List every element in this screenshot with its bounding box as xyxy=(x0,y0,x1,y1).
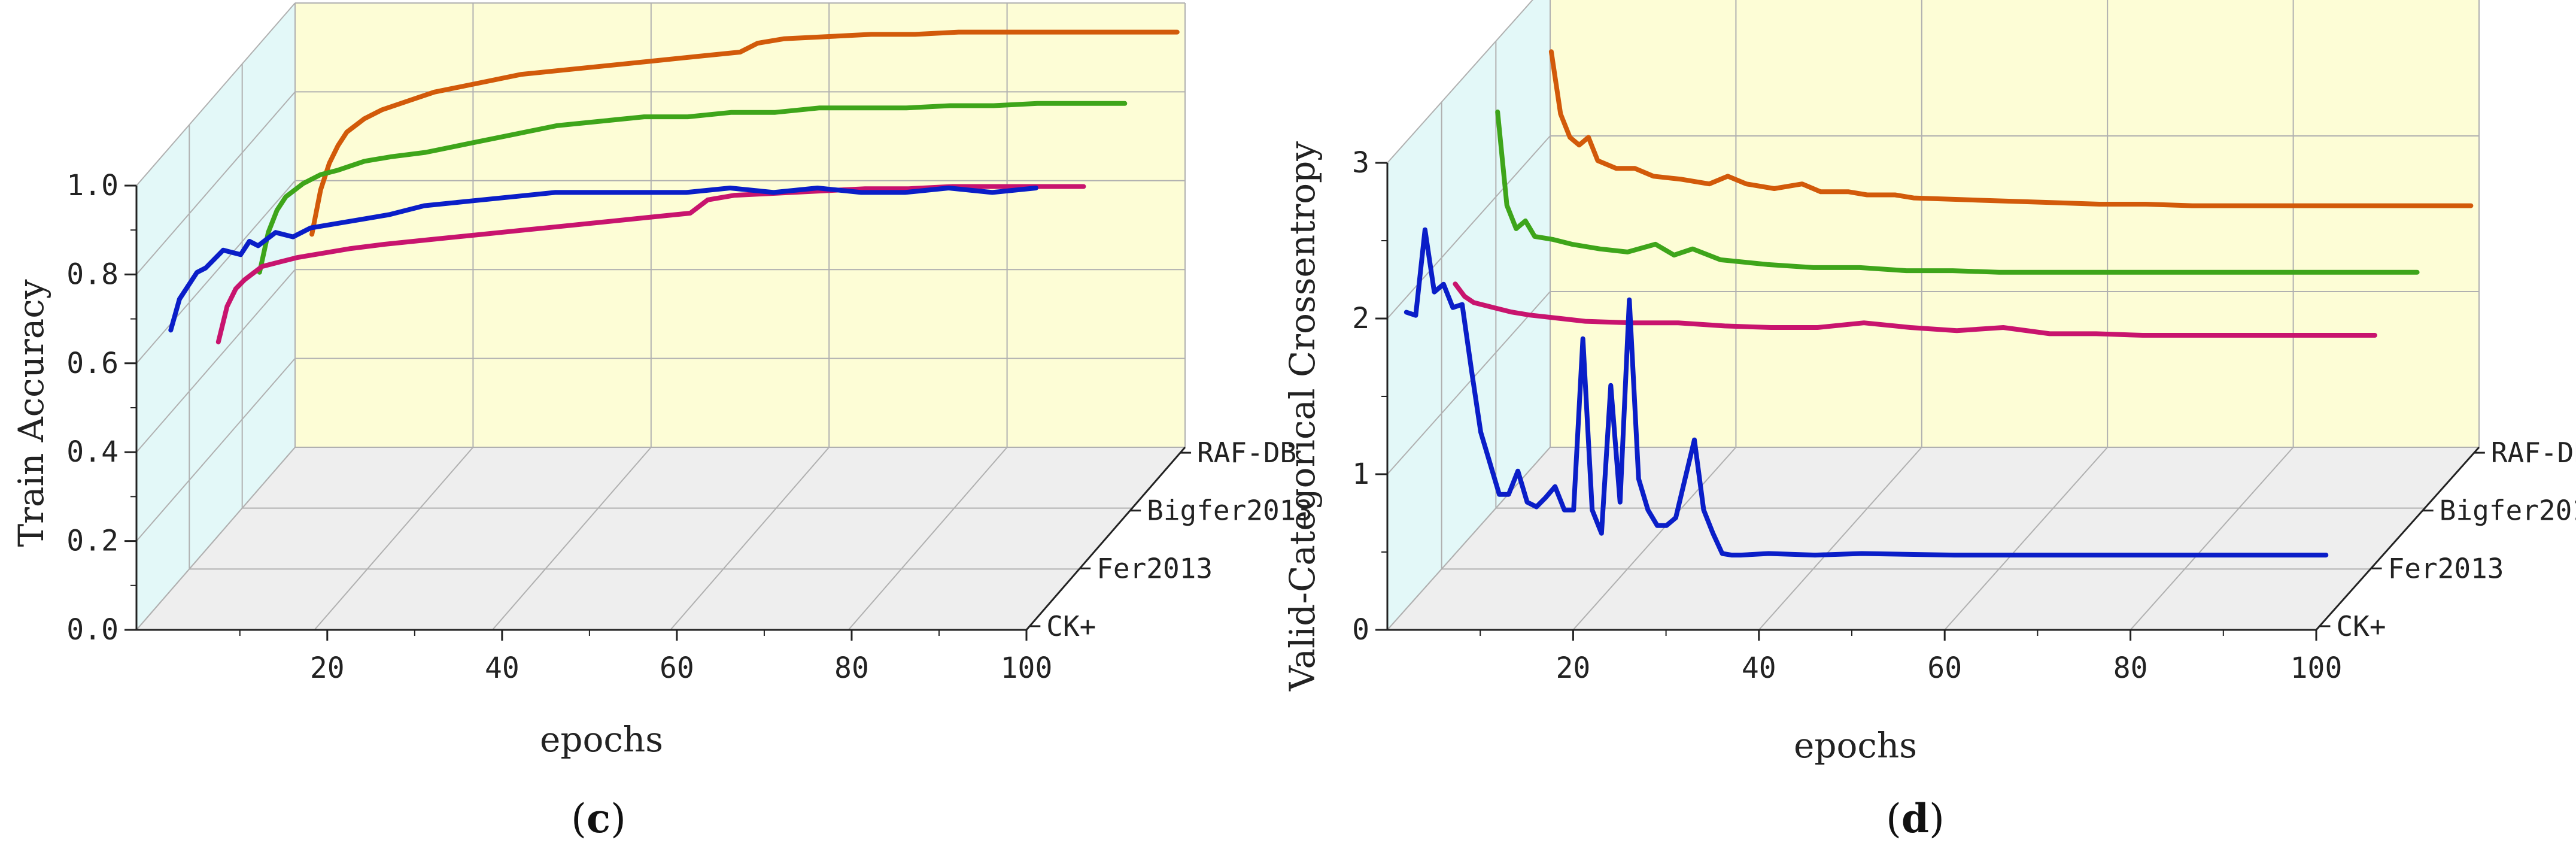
gridline-wall-y xyxy=(1387,0,1533,163)
gridline-wall-y xyxy=(136,2,296,186)
panel-label-close: ) xyxy=(1929,796,1945,842)
floor-plane xyxy=(1387,447,2479,630)
series-line-bigfer2013 xyxy=(1495,109,2420,275)
y-axis-title: Train Accuracy xyxy=(11,279,51,547)
y-axis-title: Valid-Categorical Crossentropy xyxy=(1282,141,1323,692)
x-axis-title: epochs xyxy=(540,719,663,760)
series-line-ck- xyxy=(168,186,1038,333)
y-tick-label: 0.2 xyxy=(66,524,119,558)
y-tick-label: 0.4 xyxy=(66,435,119,469)
panel-label: (d) xyxy=(1886,795,1945,842)
x-tick-label: 20 xyxy=(310,651,345,685)
left-wall xyxy=(1387,0,1550,630)
y-tick-label: 0.8 xyxy=(66,257,119,291)
depth-label-ck-: CK+ xyxy=(2336,610,2386,642)
gridline-wall-y xyxy=(136,269,296,453)
depth-label-bigfer2013: Bigfer2013 xyxy=(2440,495,2576,527)
panel-label-open: ( xyxy=(1886,796,1901,842)
panel-label-letter: c xyxy=(587,795,610,842)
left-wall xyxy=(136,3,295,630)
x-axis-title: epochs xyxy=(1794,725,1917,766)
gridline-floor-x xyxy=(1944,447,2108,630)
gridline-floor-x xyxy=(1758,447,1922,630)
depth-axis-line xyxy=(1025,447,1186,630)
x-tick-label: 100 xyxy=(2291,651,2343,685)
series-line-ck- xyxy=(1404,227,2329,558)
depth-label-raf-db: RAF-DB xyxy=(1197,436,1296,469)
depth-label-ck-: CK+ xyxy=(1046,610,1096,642)
y-tick-label: 0.0 xyxy=(66,613,119,647)
gridline-wall-y xyxy=(136,357,296,542)
depth-axis-line xyxy=(2315,447,2480,630)
series-line-fer2013 xyxy=(1453,281,2377,338)
x-tick-label: 80 xyxy=(2113,651,2148,685)
x-tick-label: 20 xyxy=(1556,651,1591,685)
gridline-wall-y xyxy=(1387,447,1551,630)
series-line-fer2013 xyxy=(215,184,1086,345)
panel-label-letter: d xyxy=(1901,795,1929,842)
y-tick-label: 0.6 xyxy=(66,347,119,380)
y-tick-label: 0 xyxy=(1352,613,1369,647)
y-tick-label: 1 xyxy=(1352,457,1369,491)
depth-label-fer2013: Fer2013 xyxy=(2388,552,2504,584)
gridline-floor-x xyxy=(2130,447,2294,630)
gridline-floor-x xyxy=(492,447,652,630)
series-line-bigfer2013 xyxy=(257,101,1128,275)
panel-label: (c) xyxy=(571,795,626,842)
y-tick-label: 1.0 xyxy=(66,169,119,202)
x-tick-label: 100 xyxy=(1001,651,1053,685)
depth-label-fer2013: Fer2013 xyxy=(1096,552,1213,584)
y-tick-label: 2 xyxy=(1352,302,1369,335)
gridline-floor-x xyxy=(670,447,830,630)
series-line-raf-db xyxy=(1548,49,2474,208)
gridline-wall-y xyxy=(136,180,296,364)
series-line-raf-db xyxy=(309,29,1180,237)
gridline-floor-x xyxy=(314,447,474,630)
floor-plane xyxy=(136,447,1185,630)
x-tick-label: 40 xyxy=(1742,651,1776,685)
depth-label-raf-db: RAF-DB xyxy=(2491,436,2576,469)
gridline-floor-x xyxy=(1572,447,1737,630)
back-wall xyxy=(295,3,1185,447)
y-tick-label: 3 xyxy=(1352,146,1369,180)
back-wall xyxy=(1550,0,2479,447)
gridline-wall-y xyxy=(1387,291,1551,475)
gridline-wall-y xyxy=(1387,135,1551,319)
depth-label-bigfer2013: Bigfer2013 xyxy=(1147,495,1313,527)
chart-panel-c: 0.0 0.2 0.4 0.6 0.8 1.0 20 40 60 80 100 CK+Fer2013 B… xyxy=(11,2,1313,842)
panel-label-open: ( xyxy=(571,796,587,842)
x-tick-label: 40 xyxy=(485,651,520,685)
x-tick-label: 60 xyxy=(1927,651,1962,685)
gridline-wall-y xyxy=(136,91,296,275)
panel-label-close: ) xyxy=(610,796,626,842)
gridline-wall-y xyxy=(136,447,296,630)
x-tick-label: 80 xyxy=(834,651,869,685)
chart-panel-d: 0 1 2 3 20 40 60 80 100 CK+Fer2013 Bigfer2013 RAF-D… xyxy=(1282,0,2576,842)
x-tick-label: 60 xyxy=(660,651,694,685)
gridline-floor-x xyxy=(847,447,1008,630)
